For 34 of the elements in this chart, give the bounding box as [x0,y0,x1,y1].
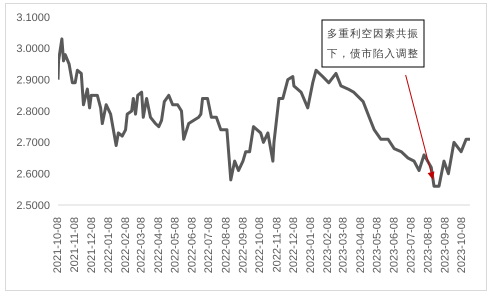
x-tick-label: 2021-10-08 [52,217,64,274]
y-tick-label: 3.0000 [16,43,50,56]
y-tick-label: 2.8000 [16,106,50,118]
x-tick-label: 2023-07-08 [405,217,418,274]
x-tick-label: 2022-10-08 [254,217,266,274]
x-tick-label: 2022-07-08 [203,217,216,274]
y-tick-label: 3.1000 [16,12,50,24]
x-tick-label: 2022-02-08 [120,217,132,274]
x-tick-label: 2023-04-08 [354,217,367,274]
x-tick-label: 2021-11-08 [69,217,82,272]
line-series [58,37,470,188]
x-tick-label: 2022-09-08 [238,217,250,274]
x-tick-label: 2022-04-08 [152,217,165,274]
x-tick-label: 2022-01-08 [102,217,115,274]
x-tick-label: 2023-06-08 [388,217,401,274]
x-tick-label: 2023-01-08 [305,217,318,274]
y-tick-label: 2.5000 [16,200,50,212]
x-tick-label: 2023-03-08 [338,217,350,274]
y-tick-label: 2.6000 [16,168,50,181]
x-tick-label: 2023-02-08 [322,217,334,274]
x-tick-label: 2022-08-08 [220,217,232,274]
x-tick-label: 2022-12-08 [288,217,300,274]
x-tick-label: 2022-11-08 [271,217,284,272]
x-tick-label: 2023-10-08 [456,217,468,274]
x-tick-label: 2023-05-08 [372,217,384,274]
x-tick-label: 2022-03-08 [136,217,148,274]
annotation: 多重利空因素共振下，债市陷入调整 [327,27,419,60]
x-tick-label: 2023-09-08 [440,217,452,274]
x-tick-label: 2022-05-08 [169,217,182,274]
x-tick-label: 2023-08-08 [422,217,434,274]
y-tick-label: 2.7000 [16,137,50,150]
x-tick-label: 2022-06-08 [186,217,199,274]
y-tick-label: 2.9000 [16,74,50,87]
x-tick-label: 2021-12-08 [86,217,98,274]
